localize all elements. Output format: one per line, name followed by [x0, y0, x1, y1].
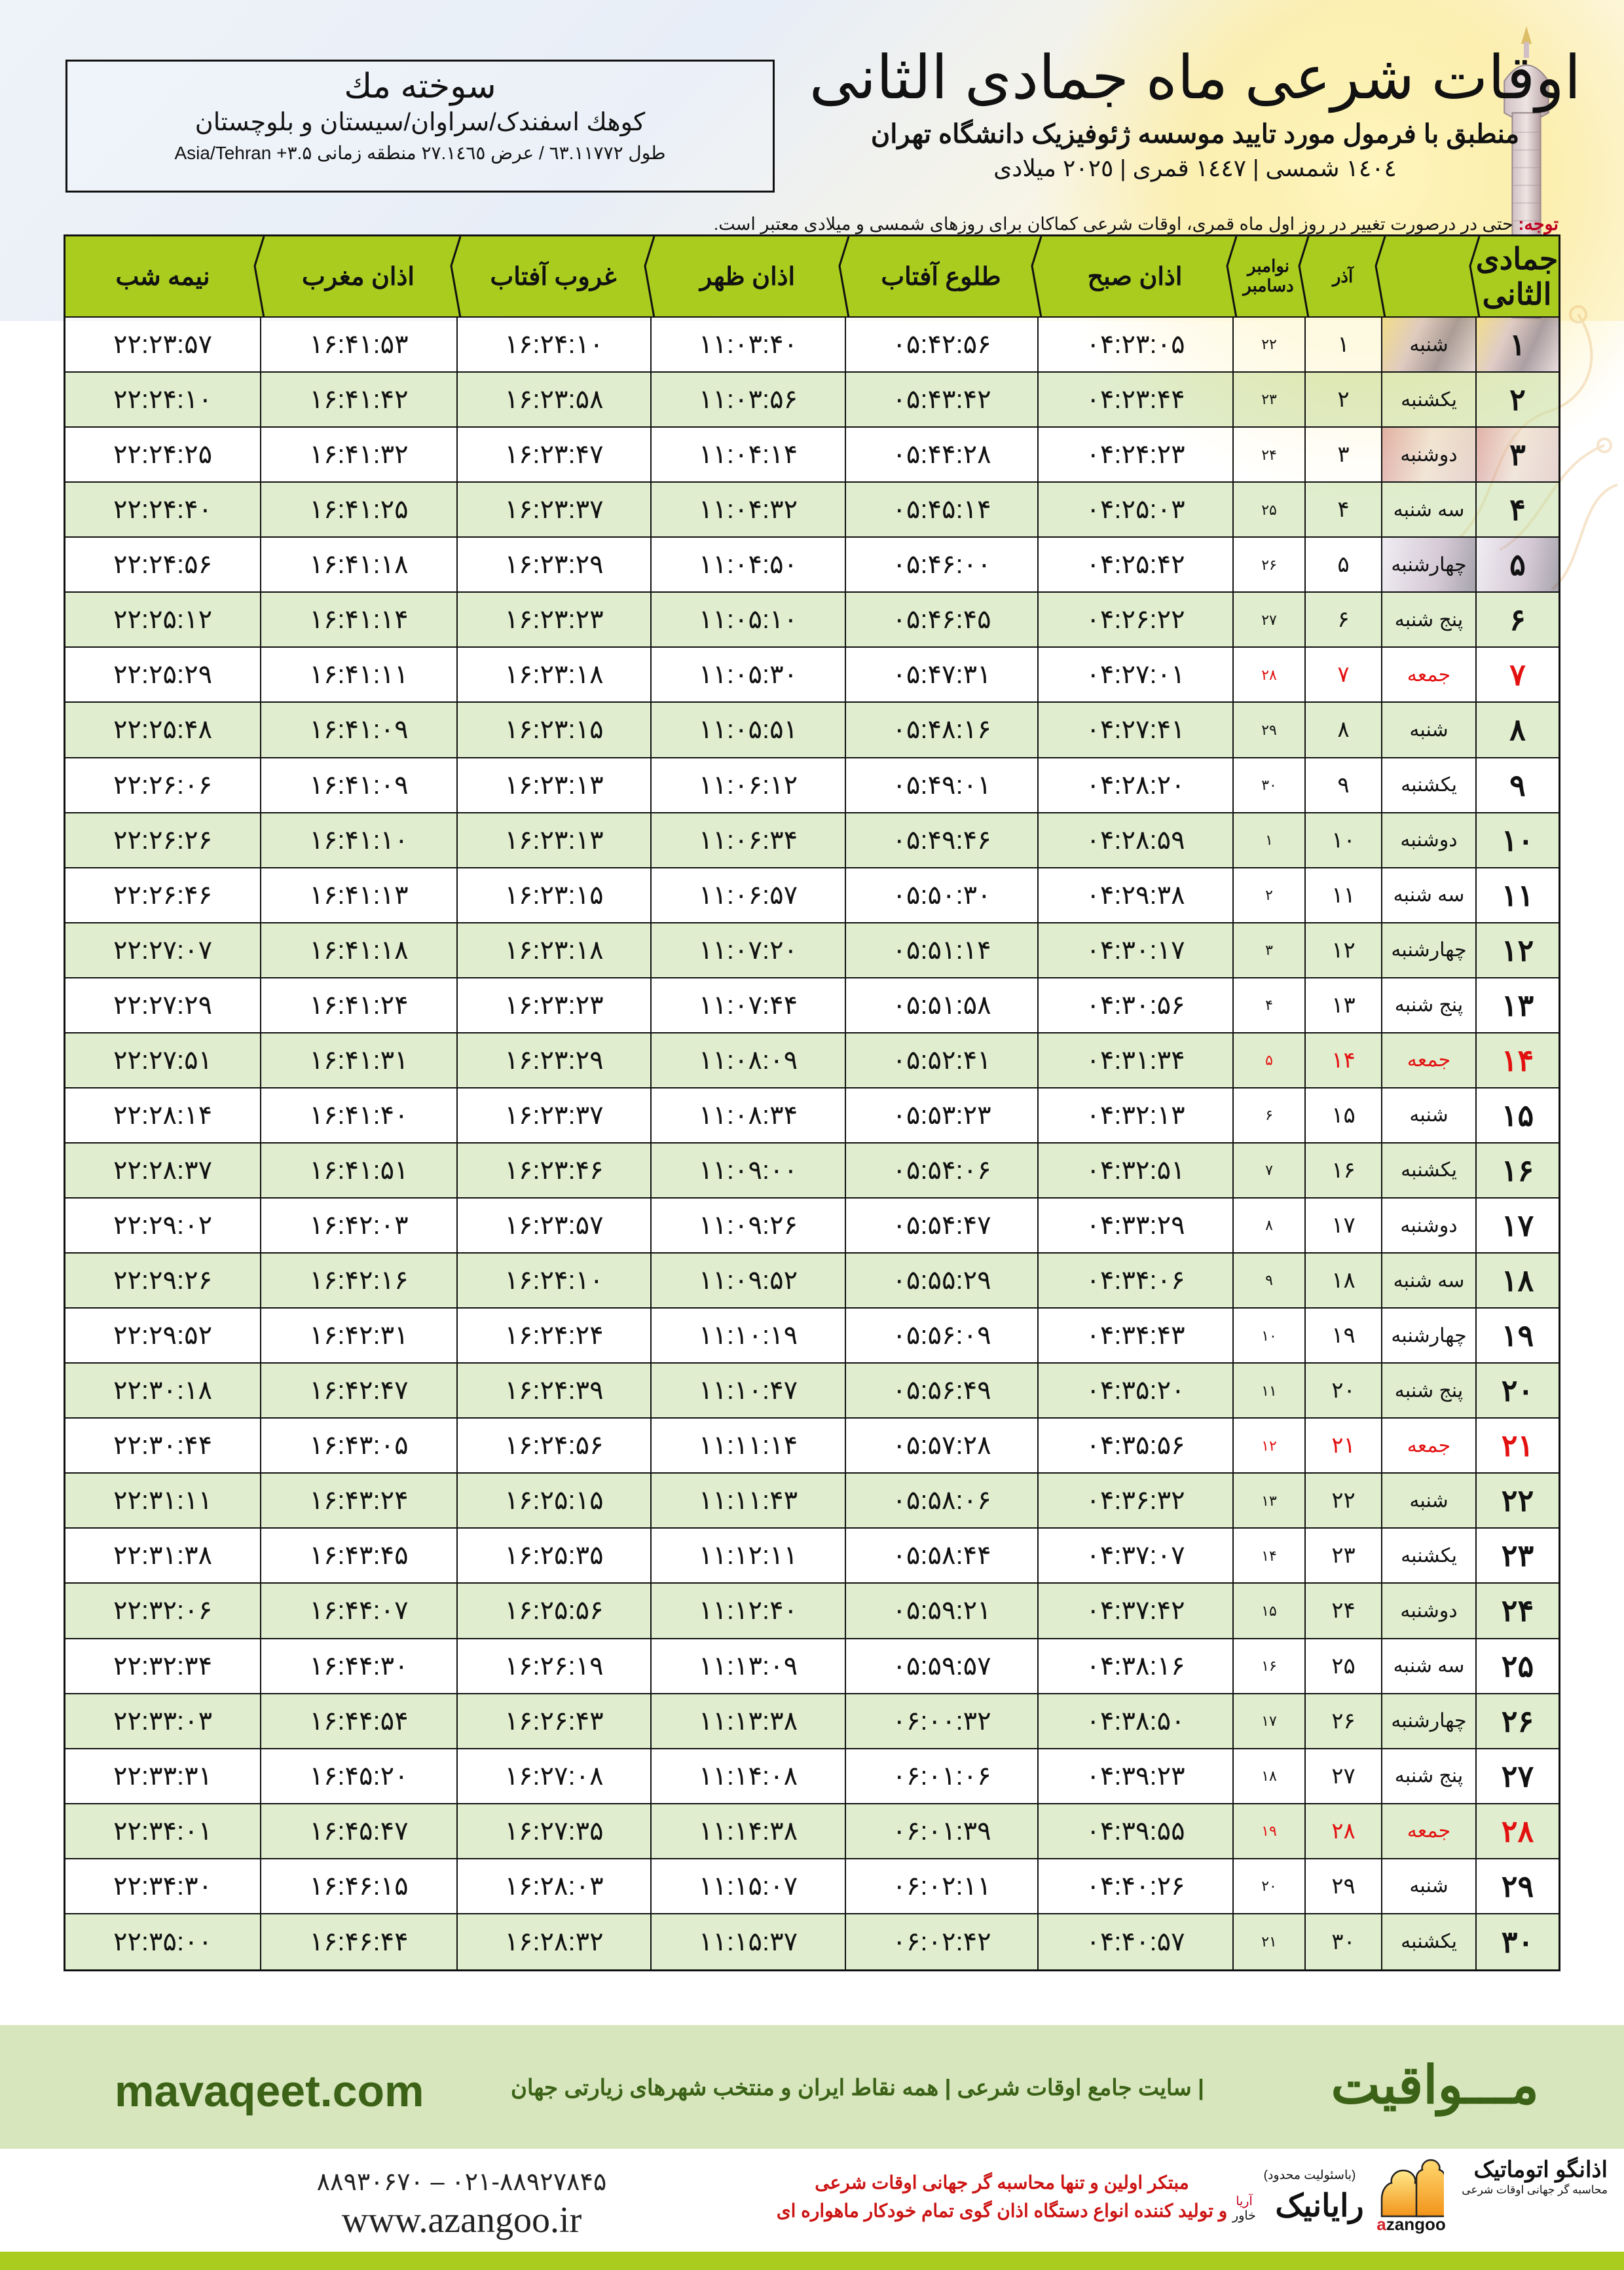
svg-text:(باسئولیت محدود): (باسئولیت محدود) — [1264, 2168, 1356, 2182]
svg-text:آریا: آریا — [1236, 2193, 1253, 2208]
svg-text:رایانیک: رایانیک — [1275, 2189, 1363, 2225]
svg-text:خاور: خاور — [1232, 2209, 1256, 2223]
